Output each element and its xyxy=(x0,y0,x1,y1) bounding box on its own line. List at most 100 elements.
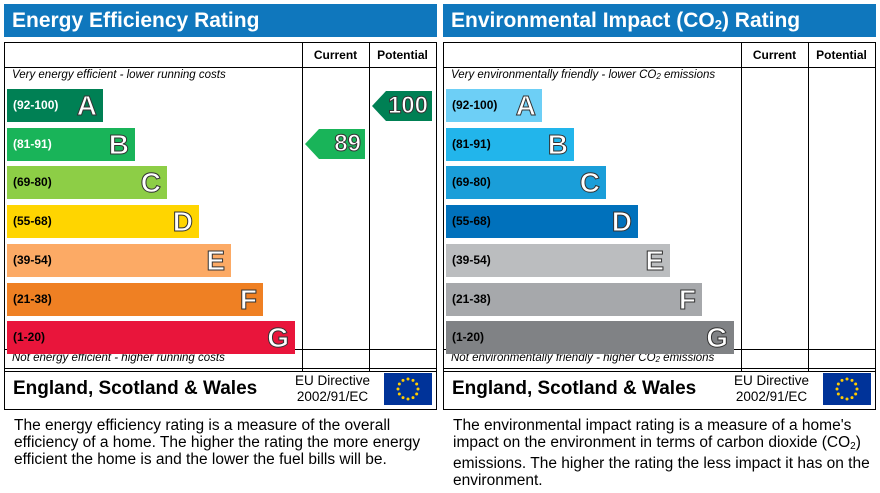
energy-band-a: (92-100) A xyxy=(7,89,103,122)
region-label: England, Scotland & Wales xyxy=(452,378,697,399)
flag-star xyxy=(416,387,420,391)
flag-star xyxy=(854,382,858,386)
environment-band-b: (81-91) B xyxy=(446,127,574,161)
bottom-note: Not environmentally friendly - higher CO… xyxy=(451,352,715,364)
band-range-label: (55-68) xyxy=(452,214,491,229)
environment-band-g: (1-20) G xyxy=(446,321,734,355)
energy-band-g: (1-20) G xyxy=(7,321,295,355)
band-range-label: (69-80) xyxy=(452,175,491,190)
row-divider xyxy=(444,67,875,68)
flag-star xyxy=(401,378,405,382)
environment-band-f: (21-38) F xyxy=(446,282,702,316)
energy-band-d: (55-68) D xyxy=(7,205,199,239)
potential-column-header: Potential xyxy=(816,48,867,62)
band-range-label: (81-91) xyxy=(452,136,491,151)
environment-band-c: (69-80) C xyxy=(446,166,606,200)
flag-star xyxy=(401,396,405,400)
band-letter: G xyxy=(706,322,729,354)
flag-star xyxy=(845,377,849,381)
band-letter: C xyxy=(579,167,600,199)
flag-star xyxy=(406,397,410,401)
band-range-label: (21-38) xyxy=(13,291,52,306)
flag-star xyxy=(850,396,854,400)
flag-star xyxy=(835,387,839,391)
energy-band-b: (81-91) B xyxy=(7,127,135,161)
band-range-label: (81-91) xyxy=(13,136,52,151)
eu-flag-icon xyxy=(823,373,871,410)
band-range-label: (92-100) xyxy=(13,98,59,112)
flag-star xyxy=(415,392,419,396)
flag-star xyxy=(854,392,858,396)
energy-efficiency-panel: Energy Efficiency Rating Current Potenti… xyxy=(4,4,437,489)
environment-rating-chart: Current Potential Very environmentally f… xyxy=(443,42,876,372)
flag-star xyxy=(840,396,844,400)
flag-star xyxy=(836,392,840,396)
environment-band-e: (39-54) E xyxy=(446,243,670,277)
environment-band-a: (92-100) A xyxy=(446,89,542,122)
flag-star xyxy=(845,397,849,401)
band-letter: F xyxy=(239,283,257,315)
environmental-impact-panel: Environmental Impact (CO2) Rating Curren… xyxy=(443,4,876,489)
flag-star xyxy=(397,392,401,396)
band-letter: E xyxy=(206,244,226,276)
band-letter: A xyxy=(76,90,97,122)
band-range-label: (21-38) xyxy=(452,291,491,306)
directive-line-1: EU Directive xyxy=(295,373,371,388)
flag-star xyxy=(850,378,854,382)
region-label: England, Scotland & Wales xyxy=(13,378,258,399)
energy-panel-title: Energy Efficiency Rating xyxy=(4,4,437,37)
current-column-header: Current xyxy=(313,48,358,62)
flag-star xyxy=(397,382,401,386)
environment-band-d: (55-68) D xyxy=(446,205,638,239)
environment-footer: England, Scotland & Wales EU Directive 2… xyxy=(443,368,876,410)
bottom-note: Not energy efficient - higher running co… xyxy=(12,352,225,364)
band-letter: D xyxy=(611,206,632,238)
flag-star xyxy=(840,378,844,382)
energy-footer: England, Scotland & Wales EU Directive 2… xyxy=(4,368,437,410)
band-letter: C xyxy=(140,167,161,199)
top-note: Very energy efficient - lower running co… xyxy=(12,69,226,81)
column-divider xyxy=(302,43,303,371)
band-letter: A xyxy=(515,90,536,122)
top-note: Very environmentally friendly - lower CO… xyxy=(451,69,716,81)
flag-star xyxy=(836,382,840,386)
potential-rating-arrow: 100 xyxy=(372,90,432,121)
energy-band-e: (39-54) E xyxy=(7,243,231,277)
flag-star xyxy=(411,396,415,400)
directive-line-1: EU Directive xyxy=(734,373,810,388)
band-letter: G xyxy=(267,322,290,354)
column-divider xyxy=(741,43,742,371)
potential-rating-value: 100 xyxy=(387,91,428,119)
energy-band-f: (21-38) F xyxy=(7,282,263,316)
column-divider xyxy=(808,43,809,371)
band-range-label: (39-54) xyxy=(13,252,52,267)
band-letter: E xyxy=(645,244,665,276)
environment-panel-title: Environmental Impact (CO2) Rating xyxy=(443,4,876,37)
row-divider xyxy=(5,67,436,68)
flag-star xyxy=(415,382,419,386)
energy-description: The energy efficiency rating is a measur… xyxy=(14,417,421,468)
band-range-label: (92-100) xyxy=(452,98,498,112)
band-letter: D xyxy=(172,206,193,238)
directive-line-2: 2002/91/EC xyxy=(296,389,369,404)
band-letter: B xyxy=(108,128,129,160)
flag-star xyxy=(411,378,415,382)
column-divider xyxy=(369,43,370,371)
energy-band-c: (69-80) C xyxy=(7,166,167,200)
energy-rating-chart: Current Potential Very energy efficient … xyxy=(4,42,437,372)
band-range-label: (69-80) xyxy=(13,175,52,190)
band-range-label: (39-54) xyxy=(452,252,491,267)
environment-description: The environmental impact rating is a mea… xyxy=(453,417,870,489)
band-range-label: (1-20) xyxy=(452,330,485,345)
eu-flag-icon xyxy=(384,373,432,410)
current-column-header: Current xyxy=(752,48,797,62)
flag-star xyxy=(406,377,410,381)
band-range-label: (55-68) xyxy=(13,214,52,229)
flag-star xyxy=(396,387,400,391)
band-letter: F xyxy=(678,283,696,315)
eu-directive: EU Directive 2002/91/EC xyxy=(295,373,370,405)
current-rating-value: 89 xyxy=(334,130,362,158)
current-rating-arrow: 89 xyxy=(305,129,365,160)
eu-directive: EU Directive 2002/91/EC xyxy=(734,373,809,405)
band-range-label: (1-20) xyxy=(13,330,46,345)
